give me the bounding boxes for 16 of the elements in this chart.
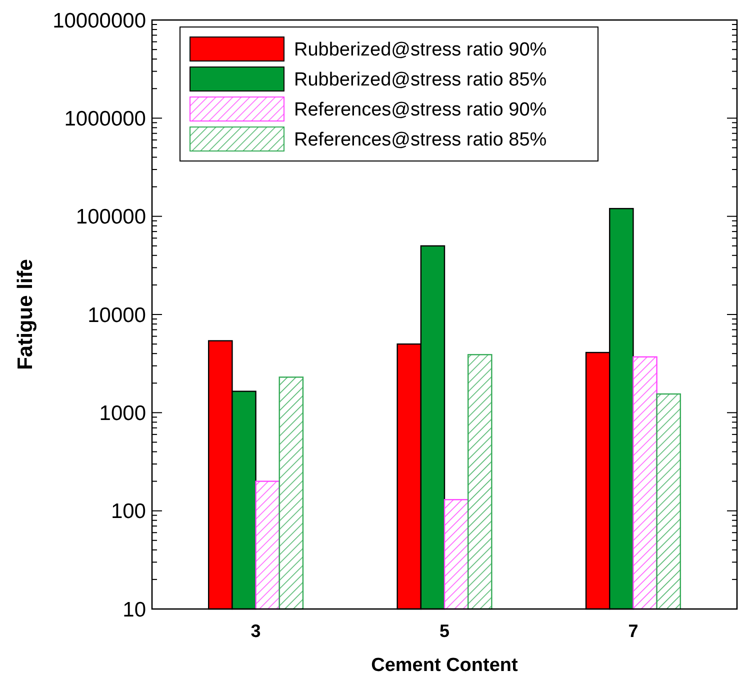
- x-tick-label: 5: [439, 621, 450, 641]
- y-tick-label: 10000: [88, 304, 146, 327]
- legend-label: Rubberized@stress ratio 85%: [294, 70, 547, 91]
- y-tick-label: 1000000: [64, 108, 146, 131]
- y-axis-title: Fatigue life: [14, 259, 37, 370]
- x-tick-label: 7: [628, 621, 638, 641]
- legend-label: References@stress ratio 90%: [294, 100, 547, 121]
- legend-label: Rubberized@stress ratio 90%: [294, 40, 547, 61]
- y-tick-label: 100: [110, 500, 146, 524]
- x-axis-title: Cement Content: [371, 655, 519, 676]
- y-tick-label: 1000: [99, 402, 146, 426]
- y-tick-label: 10000000: [52, 9, 146, 32]
- y-tick-label: 10: [122, 598, 146, 622]
- legend-label: References@stress ratio 85%: [294, 130, 547, 151]
- y-tick-label: 100000: [76, 206, 146, 229]
- x-tick-label: 3: [250, 621, 261, 641]
